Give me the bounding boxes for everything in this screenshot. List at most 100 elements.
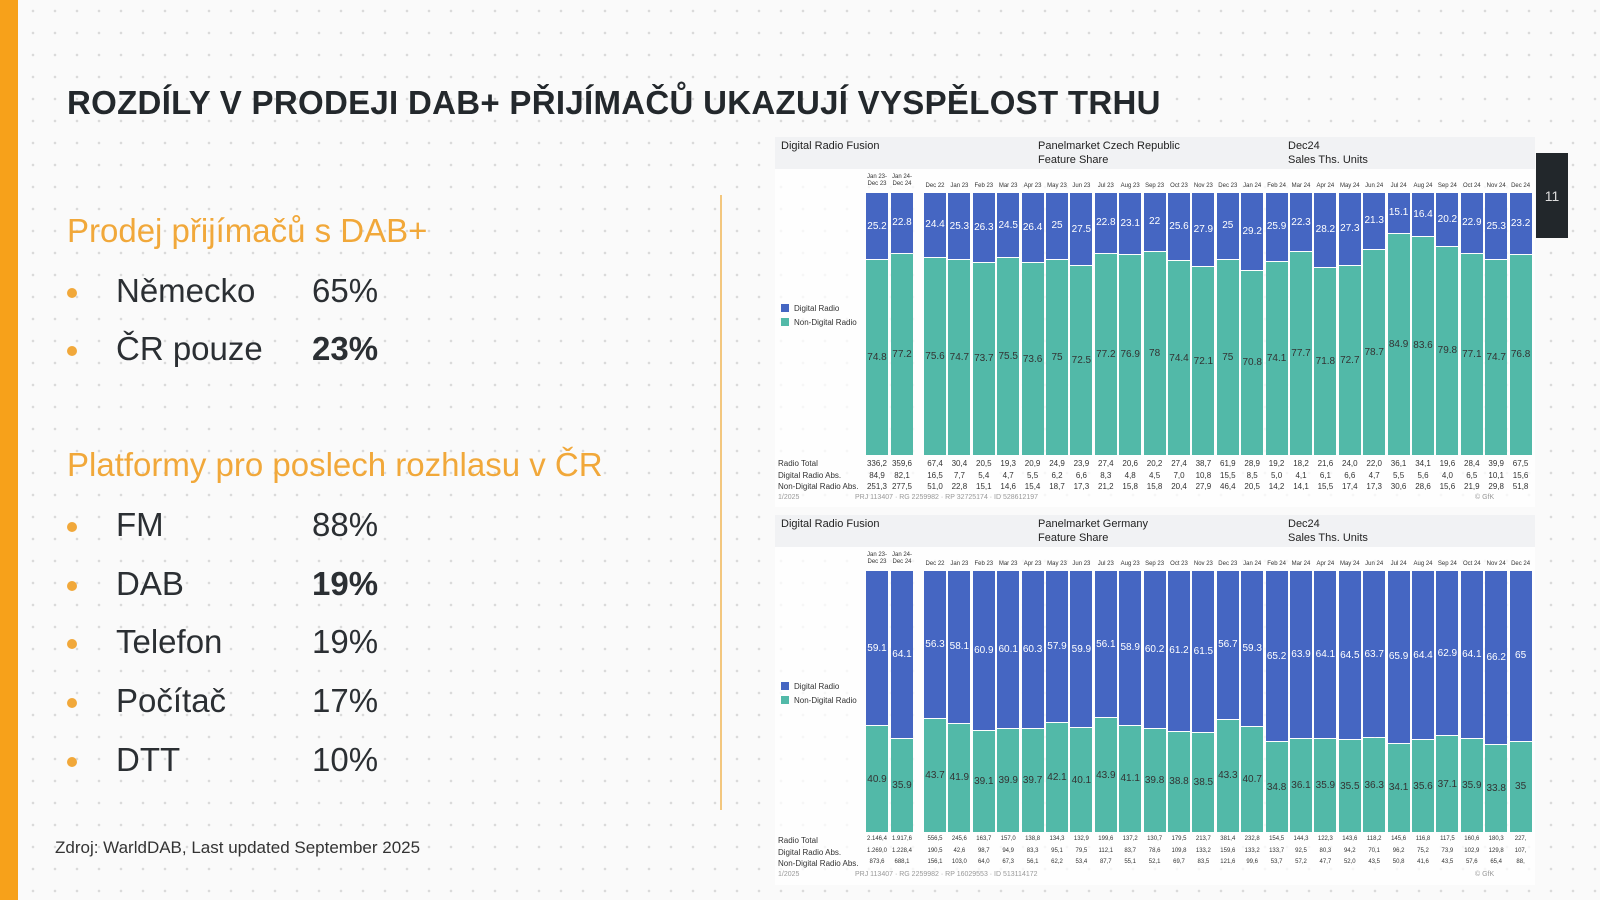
bar-digital-radio: 23.1 — [1119, 193, 1142, 254]
table-cell: 118,2 — [1366, 836, 1382, 842]
table-cell: 145,6 — [1391, 836, 1407, 842]
item-value: 10% — [312, 740, 379, 778]
table-cell: 24,9 — [1049, 459, 1065, 468]
bar-digital-radio: 29.2 — [1241, 193, 1264, 270]
bar-digital-radio: 59.1 — [866, 571, 888, 726]
table-cell: 4,1 — [1295, 470, 1307, 480]
table-cell: 56,1 — [1026, 859, 1039, 865]
table-cell: 6,1 — [1319, 470, 1331, 480]
bar-digital-radio: 64.5 — [1338, 571, 1361, 740]
table-cell: 213,7 — [1195, 836, 1211, 842]
bar-non-digital-radio: 76.8 — [1509, 254, 1532, 455]
chart-header: Digital Radio Fusion Panelmarket Germany F… — [775, 515, 1535, 547]
item-label: DAB — [116, 564, 184, 602]
category-label: Sep 24 — [1437, 561, 1457, 567]
legend-label: Digital Radio — [794, 303, 840, 313]
bar-digital-radio: 25.9 — [1265, 193, 1288, 261]
table-cell: 64,0 — [977, 859, 990, 865]
accent-bar — [0, 0, 18, 900]
table-row-label: Radio Total — [778, 459, 818, 468]
table-cell: 20,4 — [1171, 482, 1187, 491]
bar-non-digital-radio: 40.7 — [1241, 726, 1264, 832]
table-cell: 21,6 — [1317, 459, 1334, 468]
table-cell: 109,8 — [1171, 847, 1187, 854]
bar-non-digital-radio: 77.2 — [1094, 253, 1117, 455]
bar-non-digital-radio: 77.7 — [1290, 252, 1312, 455]
chart-header-right2: Sales Ths. Units — [1288, 532, 1368, 544]
table-cell: 5,0 — [1271, 470, 1283, 480]
bar-non-digital-radio: 40.1 — [1070, 728, 1093, 832]
table-cell: 10,8 — [1195, 470, 1212, 480]
bar-digital-radio: 27.9 — [1192, 193, 1215, 267]
category-label: Jan 23 — [950, 561, 969, 567]
bar-non-digital-radio: 36.3 — [1363, 738, 1386, 832]
chart-header-right1: Dec24 — [1288, 140, 1320, 152]
item-value: 65% — [312, 272, 379, 309]
table-cell: 15,8 — [1122, 482, 1138, 491]
bar-non-digital-radio: 34.1 — [1387, 743, 1410, 832]
bar-digital-radio: 16.4 — [1412, 193, 1434, 236]
table-cell: 4,8 — [1124, 470, 1136, 480]
table-cell: 7,0 — [1173, 470, 1185, 480]
category-label: Jul 24 — [1390, 183, 1407, 189]
bullet-icon — [67, 580, 77, 591]
table-cell: 28,6 — [1415, 482, 1431, 491]
bar-non-digital-radio: 78 — [1143, 251, 1166, 455]
bar-digital-radio: 57.9 — [1046, 571, 1068, 723]
category-label: Jan 24- Dec 24 — [891, 552, 912, 565]
table-cell: 107, — [1514, 847, 1527, 854]
bar-non-digital-radio: 84.9 — [1387, 233, 1410, 455]
chart-footer-ids: PRJ 113407 · RG 2259982 · RP 16029553 · … — [855, 871, 1038, 878]
chart-footer-date: 1/2025 — [778, 871, 800, 878]
table-cell: 6,6 — [1075, 470, 1087, 480]
bar-non-digital-radio: 41.9 — [948, 723, 971, 832]
table-cell: 51,0 — [927, 482, 943, 491]
bar-non-digital-radio: 35.5 — [1338, 740, 1361, 832]
category-label: Oct 24 — [1462, 183, 1481, 189]
category-label: Aug 23 — [1120, 561, 1140, 567]
bar-non-digital-radio: 36.1 — [1290, 738, 1312, 832]
bar-digital-radio: 65 — [1509, 571, 1532, 741]
table-cell: 55,1 — [1124, 859, 1137, 865]
table-cell: 336,2 — [866, 459, 888, 468]
bar-non-digital-radio: 39.8 — [1143, 729, 1166, 832]
bar-digital-radio: 27.3 — [1338, 193, 1361, 265]
table-cell: 556,5 — [927, 836, 943, 842]
category-label: Mar 23 — [998, 183, 1018, 189]
category-label: May 24 — [1339, 183, 1360, 189]
category-label: Sep 23 — [1145, 561, 1165, 567]
bar-digital-radio: 22.8 — [1094, 193, 1117, 253]
bar-non-digital-radio: 74.7 — [1485, 260, 1508, 455]
table-cell: 17,4 — [1342, 482, 1358, 491]
table-cell: 20,2 — [1146, 459, 1163, 468]
table-cell: 22,0 — [1366, 459, 1382, 468]
bar-digital-radio: 65.9 — [1387, 571, 1410, 743]
bar-non-digital-radio: 77.1 — [1460, 253, 1483, 455]
table-cell: 94,2 — [1343, 847, 1356, 854]
chart-header-right1: Dec24 — [1288, 518, 1320, 530]
table-cell: 5,4 — [978, 470, 990, 480]
category-label: Nov 24 — [1486, 561, 1506, 567]
category-label: Oct 24 — [1462, 561, 1481, 567]
bar-non-digital-radio: 35.9 — [1314, 739, 1337, 832]
legend-label: Non-Digital Radio — [794, 317, 857, 327]
legend-label: Non-Digital Radio — [794, 695, 857, 705]
table-cell: 30,6 — [1390, 482, 1407, 491]
bar-non-digital-radio: 75.5 — [997, 258, 1020, 455]
bullet-icon — [67, 756, 77, 767]
table-cell: 52,0 — [1343, 859, 1356, 865]
bar-digital-radio: 64.4 — [1412, 571, 1434, 740]
table-row-label: Digital Radio Abs. — [778, 847, 842, 857]
bar-digital-radio: 61.5 — [1192, 571, 1215, 732]
category-label: May 23 — [1047, 561, 1067, 567]
table-cell: 17,3 — [1073, 482, 1090, 491]
category-label: Jan 24- Dec 24 — [891, 174, 912, 187]
table-cell: 42,6 — [953, 847, 966, 854]
table-cell: 43,5 — [1368, 859, 1381, 865]
bar-digital-radio: 59.9 — [1070, 571, 1093, 728]
legend-swatch-icon — [781, 696, 789, 704]
bar-non-digital-radio: 76.9 — [1119, 254, 1142, 455]
legend-swatch-icon — [781, 318, 789, 326]
table-cell: 138,8 — [1025, 836, 1041, 842]
table-cell: 19,6 — [1439, 459, 1456, 468]
